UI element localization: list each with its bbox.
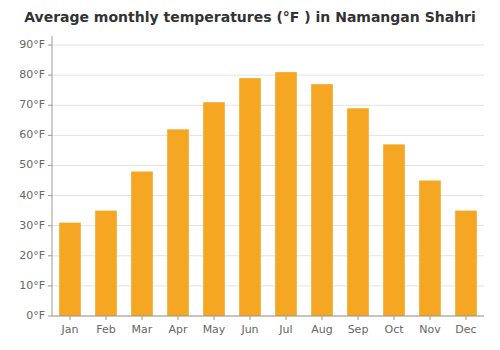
bar [419,181,441,316]
chart-container: 0°F 10°F 20°F 30°F 40°F 50°F 60°F 70°F 80°F 90°F J… [0,0,500,350]
x-tick [286,316,287,320]
y-tick-label: 70°F [19,98,45,111]
x-tick [178,316,179,320]
x-tick [70,316,71,320]
grid-line [52,75,484,76]
x-tick-label: Nov [419,323,441,336]
y-tick [48,45,52,46]
chart-title: Average monthly temperatures (°F ) in Na… [24,9,476,25]
x-tick-label: Aug [311,323,332,336]
grid [52,45,484,316]
x-tick-label: Oct [384,323,404,336]
grid-line [52,45,484,46]
bar [347,108,369,316]
y-tick [48,316,52,317]
x-tick [214,316,215,320]
y-tick-label: 10°F [19,279,45,292]
x-tick [358,316,359,320]
grid-line [52,165,484,166]
bar [239,78,261,316]
x-tick-label: Dec [455,323,476,336]
y-tick-label: 90°F [19,38,45,51]
y-tick [48,195,52,196]
y-tick-label: 0°F [26,309,45,322]
bars [59,72,477,316]
x-tick [394,316,395,320]
y-tick-label: 60°F [19,128,45,141]
y-axis: 0°F 10°F 20°F 30°F 40°F 50°F 60°F 70°F 80°F 90°F [19,36,52,322]
x-tick-label: May [203,323,226,336]
y-tick-label: 40°F [19,189,45,202]
y-axis-line [52,36,53,316]
x-tick-label: Jun [240,323,258,336]
y-tick [48,105,52,106]
y-tick [48,255,52,256]
x-tick-label: Jan [61,323,79,336]
y-tick-label: 50°F [19,158,45,171]
grid-line [52,316,484,317]
y-tick [48,285,52,286]
bar [203,102,225,316]
chart-svg: 0°F 10°F 20°F 30°F 40°F 50°F 60°F 70°F 80°F 90°F J… [0,0,500,350]
bar [311,84,333,316]
y-tick-label: 20°F [19,249,45,262]
y-tick [48,135,52,136]
x-tick-label: Feb [96,323,115,336]
bar [167,129,189,316]
x-tick [250,316,251,320]
bar [131,171,153,316]
bar [275,72,297,316]
x-tick [106,316,107,320]
x-axis-line [52,316,484,317]
y-tick [48,165,52,166]
x-axis: Jan Feb Mar Apr May Jun Jul Aug Sep Oct Nov Dec [52,316,484,336]
x-tick-label: Mar [132,323,153,336]
x-tick [430,316,431,320]
x-tick-label: Sep [348,323,369,336]
grid-line [52,135,484,136]
x-tick-label: Apr [168,323,188,336]
bar [455,211,477,316]
x-tick-label: Jul [278,323,292,336]
bar [59,223,81,316]
x-tick [322,316,323,320]
y-tick [48,225,52,226]
grid-line [52,105,484,106]
bar [95,211,117,316]
y-tick [48,75,52,76]
x-tick [466,316,467,320]
y-tick-label: 80°F [19,68,45,81]
y-tick-label: 30°F [19,219,45,232]
x-tick [142,316,143,320]
bar [383,144,405,316]
